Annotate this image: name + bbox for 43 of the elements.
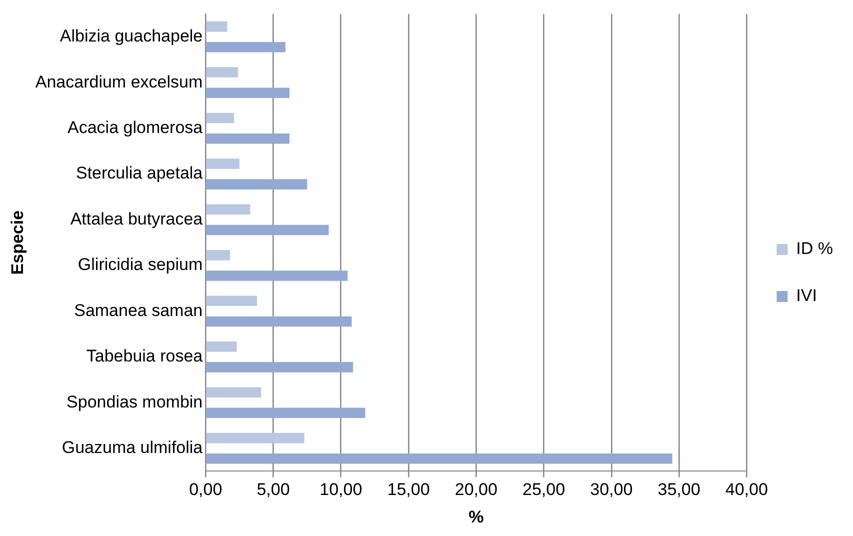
bar — [206, 21, 228, 32]
y-tick-label: Guazuma ulmifolia — [62, 438, 204, 458]
y-tick-label: Sterculia apetala — [76, 164, 204, 183]
bar — [206, 316, 352, 327]
bar — [206, 296, 258, 306]
bar — [206, 224, 329, 236]
bar — [206, 88, 290, 98]
y-tick-label: Acacia glomerosa — [68, 118, 204, 137]
bar — [206, 453, 672, 464]
bar — [206, 432, 304, 444]
x-tick-label: 30,00 — [590, 480, 633, 500]
y-tick-label: Samanea saman — [74, 300, 203, 320]
y-tick-label: Albizia guachapele — [60, 26, 203, 46]
y-axis-title: Especie — [8, 210, 27, 275]
x-tick-label: 25,00 — [522, 480, 566, 500]
bar — [206, 158, 240, 169]
bar — [206, 42, 286, 52]
x-tick-label: 15,00 — [387, 480, 430, 500]
x-tick-label: 10,00 — [320, 480, 362, 500]
bar — [206, 179, 308, 190]
bar — [206, 341, 237, 352]
x-tick-label: 0,00 — [189, 480, 222, 500]
y-tick-label: Spondias mombin — [66, 392, 203, 412]
bar — [206, 408, 366, 418]
bar — [206, 362, 354, 372]
x-tick-label: 5,00 — [256, 480, 290, 500]
y-tick-label: Tabebuia rosea — [86, 346, 204, 366]
x-axis-title: % — [468, 507, 484, 526]
bar — [206, 133, 290, 144]
y-tick-label: Gliricidia sepium — [78, 255, 203, 274]
bar — [206, 112, 234, 124]
legend-label: IVI — [796, 286, 817, 306]
legend-label: ID % — [796, 239, 834, 258]
y-tick-label: Attalea butyracea — [70, 209, 204, 228]
x-tick-label: 35,00 — [658, 480, 700, 500]
x-tick-label: 40,00 — [725, 480, 768, 500]
y-tick-label: Anacardium excelsum — [35, 72, 203, 92]
bar — [206, 204, 250, 215]
x-tick-label: 20,00 — [454, 480, 498, 500]
bar — [206, 387, 262, 398]
bar — [206, 67, 238, 78]
bar — [206, 270, 348, 281]
bar — [206, 250, 230, 260]
